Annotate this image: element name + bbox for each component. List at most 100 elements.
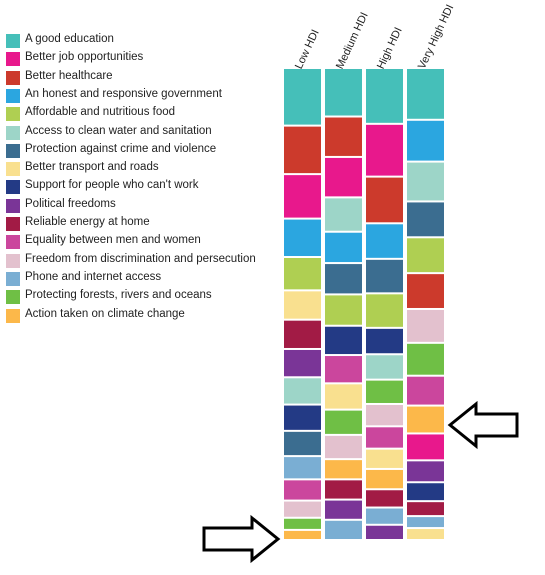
bar-segment-medium-hdi-protecting-forests-rivers-and-oceans — [325, 410, 362, 434]
legend-swatch — [6, 235, 20, 250]
legend-swatch — [6, 271, 20, 286]
bar-segment-low-hdi-a-good-education — [284, 69, 321, 125]
legend-label: Reliable energy at home — [25, 216, 150, 228]
bar-segment-low-hdi-protecting-forests-rivers-and-oceans — [284, 518, 321, 529]
legend-swatch — [6, 34, 20, 48]
legend-label: Freedom from discrimination and persecut… — [25, 252, 256, 265]
bar-segment-very-high-hdi-a-good-education — [407, 69, 444, 119]
bar-segment-very-high-hdi-access-to-clean-water-and-sanitation — [407, 162, 444, 201]
bar-segment-high-hdi-phone-and-internet-access — [366, 508, 403, 524]
bar-segment-high-hdi-protection-against-crime-and-violence — [366, 259, 403, 293]
bar-segment-medium-hdi-protection-against-crime-and-violence — [325, 264, 362, 294]
bar-segment-low-hdi-protection-against-crime-and-violence — [284, 431, 321, 456]
bars — [284, 69, 444, 539]
legend-label: Better healthcare — [25, 69, 113, 82]
bar-segment-high-hdi-support-for-people-who-can-t-work — [366, 328, 403, 354]
bar-segment-high-hdi-an-honest-and-responsive-government — [366, 224, 403, 258]
legend-label: An honest and responsive government — [25, 87, 222, 100]
bar-segment-very-high-hdi-protecting-forests-rivers-and-oceans — [407, 343, 444, 375]
bar-segment-high-hdi-protecting-forests-rivers-and-oceans — [366, 380, 403, 403]
legend-label: Protection against crime and violence — [25, 142, 217, 155]
bar-segment-low-hdi-better-transport-and-roads — [284, 291, 321, 319]
bar-segment-medium-hdi-action-taken-on-climate-change — [325, 460, 362, 479]
bar-segment-high-hdi-action-taken-on-climate-change — [366, 469, 403, 489]
bar-segment-very-high-hdi-better-healthcare — [407, 274, 444, 308]
bar-segment-high-hdi-freedom-from-discrimination-and-persecution — [366, 404, 403, 426]
bar-segment-very-high-hdi-affordable-and-nutritious-food — [407, 238, 444, 273]
bar-segment-low-hdi-better-job-opportunities — [284, 175, 321, 218]
legend-swatch — [6, 125, 20, 140]
bar-segment-medium-hdi-affordable-and-nutritious-food — [325, 295, 362, 325]
bar-segment-very-high-hdi-equality-between-men-and-women — [407, 376, 444, 405]
bar-segment-high-hdi-access-to-clean-water-and-sanitation — [366, 355, 403, 379]
bar-segment-medium-hdi-equality-between-men-and-women — [325, 356, 362, 383]
bar-segment-low-hdi-an-honest-and-responsive-government — [284, 219, 321, 257]
bar-segment-low-hdi-action-taken-on-climate-change — [284, 530, 321, 539]
bar-segment-very-high-hdi-reliable-energy-at-home — [407, 502, 444, 516]
bar-segment-medium-hdi-an-honest-and-responsive-government — [325, 232, 362, 263]
legend-swatch — [6, 198, 20, 213]
bar-segment-medium-hdi-phone-and-internet-access — [325, 520, 362, 539]
legend-label: Affordable and nutritious food — [25, 106, 176, 119]
bar-segment-low-hdi-support-for-people-who-can-t-work — [284, 405, 321, 430]
legend-swatch — [6, 253, 20, 268]
bar-segment-high-hdi-a-good-education — [366, 69, 403, 123]
legend-label: Equality between men and women — [25, 234, 201, 247]
legend-label: Phone and internet access — [25, 270, 162, 283]
bar-segment-very-high-hdi-freedom-from-discrimination-and-persecution — [407, 309, 444, 342]
legend-label: Political freedoms — [25, 197, 116, 210]
bar-segment-very-high-hdi-political-freedoms — [407, 461, 444, 482]
legend-swatch — [6, 88, 20, 103]
legend-label: Action taken on climate change — [25, 307, 185, 320]
bar-segment-low-hdi-phone-and-internet-access — [284, 457, 321, 479]
bar-segment-very-high-hdi-better-transport-and-roads — [407, 529, 444, 539]
bar-segment-high-hdi-better-job-opportunities — [366, 124, 403, 176]
bar-segment-high-hdi-better-healthcare — [366, 177, 403, 223]
bar-segment-very-high-hdi-action-taken-on-climate-change — [407, 406, 444, 433]
bar-segment-medium-hdi-access-to-clean-water-and-sanitation — [325, 198, 362, 231]
bar-segment-high-hdi-equality-between-men-and-women — [366, 427, 403, 448]
bar-segment-medium-hdi-support-for-people-who-can-t-work — [325, 326, 362, 355]
bar-segment-medium-hdi-better-job-opportunities — [325, 157, 362, 197]
bar-segment-medium-hdi-political-freedoms — [325, 500, 362, 519]
legend-label: Access to clean water and sanitation — [25, 124, 212, 137]
bar-segment-high-hdi-reliable-energy-at-home — [366, 490, 403, 507]
legend-swatch — [6, 107, 20, 122]
bar-segment-very-high-hdi-protection-against-crime-and-violence — [407, 202, 444, 237]
bar-segment-very-high-hdi-phone-and-internet-access — [407, 517, 444, 528]
legend-swatch — [6, 217, 20, 231]
bar-segment-medium-hdi-better-healthcare — [325, 117, 362, 156]
bar-segment-low-hdi-affordable-and-nutritious-food — [284, 258, 321, 290]
legend-swatch — [6, 180, 20, 195]
bar-segment-low-hdi-political-freedoms — [284, 349, 321, 377]
bar-segment-very-high-hdi-an-honest-and-responsive-government — [407, 120, 444, 161]
bar-segment-low-hdi-reliable-energy-at-home — [284, 320, 321, 348]
bar-segment-medium-hdi-better-transport-and-roads — [325, 384, 362, 409]
legend-label: Support for people who can't work — [25, 179, 199, 192]
annotation-arrows — [202, 400, 519, 564]
legend-swatch — [6, 162, 20, 177]
legend-swatch — [6, 70, 20, 85]
legend-label: A good education — [25, 33, 114, 45]
arrow-pointing-left-very-high-hdi-climate — [447, 400, 519, 450]
legend-label: Better transport and roads — [25, 161, 159, 174]
legend-swatch — [6, 308, 20, 323]
arrow-pointing-right-low-hdi-climate — [202, 514, 281, 564]
bar-segment-high-hdi-better-transport-and-roads — [366, 449, 403, 468]
bar-segment-medium-hdi-a-good-education — [325, 69, 362, 116]
legend-swatch — [6, 52, 20, 67]
bar-segment-very-high-hdi-better-job-opportunities — [407, 434, 444, 460]
bar-segment-high-hdi-political-freedoms — [366, 525, 403, 539]
bar-segment-low-hdi-better-healthcare — [284, 126, 321, 174]
bar-segment-low-hdi-access-to-clean-water-and-sanitation — [284, 378, 321, 404]
legend-label: Better job opportunities — [25, 51, 144, 64]
legend-label: Protecting forests, rivers and oceans — [25, 289, 212, 302]
legend-swatch — [6, 143, 20, 158]
bar-segment-high-hdi-affordable-and-nutritious-food — [366, 294, 403, 327]
bar-segment-very-high-hdi-support-for-people-who-can-t-work — [407, 483, 444, 501]
bar-segment-low-hdi-freedom-from-discrimination-and-persecution — [284, 501, 321, 517]
bar-segment-medium-hdi-freedom-from-discrimination-and-persecution — [325, 435, 362, 459]
bar-segment-low-hdi-equality-between-men-and-women — [284, 480, 321, 500]
legend-swatch — [6, 290, 20, 305]
